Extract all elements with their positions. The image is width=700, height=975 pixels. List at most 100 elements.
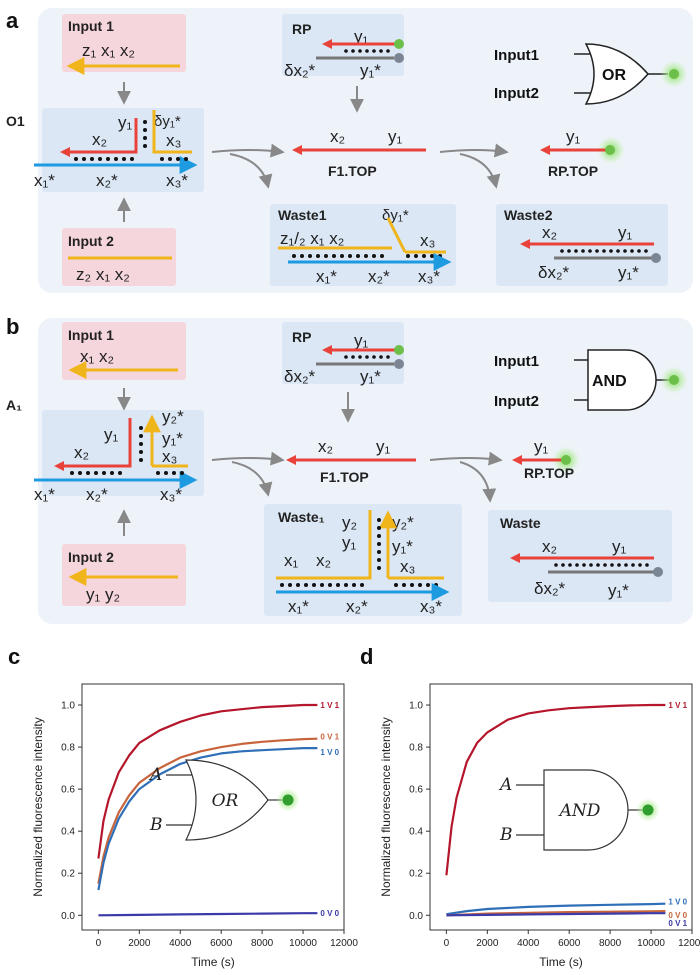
and-gate-body [587,349,657,411]
or-gate-input2: Input2 [494,85,539,102]
arrow-o1-to-waste1 [229,153,273,189]
or-gate-input1: Input1 [494,47,539,64]
y-tick-label: 0.6 [61,785,75,796]
gate-led [282,794,294,806]
y-tick-label: 0.0 [61,911,75,922]
y-tick-label: 0.2 [409,869,423,880]
f1-top-a: x₂ y₁ F1.TOP [292,127,426,179]
arrow-a1-to-f1 [211,451,285,466]
arrow-a1-to-waste1 [231,461,273,497]
waste1-b-dots [280,518,438,587]
o1-label-dy1: δy₁* [154,113,181,130]
waste-b-top-right: y₁ [612,537,627,556]
rp-b-title: RP [292,329,311,345]
f1-b-arrowhead [286,455,296,465]
waste2-title: Waste2 [504,207,553,223]
waste1-top: z₁/₂ x₁ x₂ [280,229,344,248]
f1-label-x2: x₂ [330,127,345,146]
y-tick-label: 0.8 [61,743,75,754]
waste-b-bottom-left: δx₂* [534,579,566,598]
waste1-b-title: Waste₁ [278,509,325,525]
waste-b-top-left: x₂ [542,537,557,556]
a1-red-strand [60,418,132,468]
plot-frame [81,683,345,931]
x-tick-label: 4000 [169,938,192,949]
rptop-b-name: RP.TOP [524,465,574,481]
y-tick-label: 0.6 [409,785,423,796]
input1-b-title: Input 1 [68,327,114,343]
input1-b-box-bg [62,322,186,380]
and-gate-b: Input1 Input2 AND [494,349,688,411]
input2-seq: z₂ x₁ x₂ [76,265,130,284]
f1-b-label-y1: y₁ [376,437,391,456]
input2-box-b: Input 2 y₁ y₂ [62,544,186,606]
o1-bottom-x3s: x₃* [166,171,188,190]
input2-box-a: Input 2 z₂ x₁ x₂ [62,228,176,286]
input1-box-a: Input 1 z₁ x₁ x₂ [62,14,186,75]
x-tick-label: 6000 [210,938,233,949]
waste1-b-y2s: y₂* [392,513,414,532]
a1-label-x2: x₂ [74,443,89,462]
waste1-b-x2: x₂ [316,551,331,570]
rp-b-box-bg [282,322,404,384]
series-line [97,746,318,891]
rp-top-label: y₁ [354,27,369,46]
panel-letter-b: b [6,314,19,339]
rptop-a: y₁ RP.TOP [540,127,625,179]
input1-seq: z₁ x₁ x₂ [82,41,135,60]
x-tick-label: 12000 [678,938,700,949]
panel-letter-a: a [6,8,19,33]
waste1-b-y1: y₁ [342,533,357,552]
input1-title: Input 1 [68,18,114,34]
series-label: 1 V 0 [668,898,687,907]
o1-complex: O1 x₂ y₁ δy₁* x₃ x₁* x₂* x₃* [6,108,204,192]
series-label: 0 V 1 [668,919,687,928]
rp-box-a: RP y₁ δx₂* y₁* [282,14,404,80]
rp-b-bottom-left: δx₂* [284,367,316,386]
o1-bottom-x2s: x₂* [96,171,118,190]
waste1-b-yellow-input [276,510,372,580]
y-tick-label: 1.0 [61,701,75,712]
a1-bottom-x1s: x₁* [34,485,55,504]
rptop-b: y₁ RP.TOP [512,437,580,481]
and-gate-label: AND [592,373,627,390]
y-tick-label: 0.0 [409,911,423,922]
arrow-f1b-to-waste [459,461,497,503]
waste1-b-bottom-x1s: x₁* [288,597,309,616]
a1-label-x3: x₃ [162,447,177,466]
chart-d: d 0.0 0.2 0.4 0.6 0.8 1.0 0 2000 4000 6000 8000 100… [360,644,700,969]
plot-frame [429,683,693,931]
waste-b-bottom-right: y₁* [608,581,629,600]
y-tick-label: 0.4 [61,827,75,838]
arrow-f1-to-rptop [439,143,509,158]
waste1-bottom-x1s: x₁* [316,267,337,286]
rp-red-arrowhead [322,39,332,49]
a1-label-y1: y₁ [104,425,119,444]
series-label: 0 V 0 [320,909,339,918]
input2-b-box-bg [62,544,186,606]
o1-red-arrowhead [60,147,70,157]
series-line [446,910,666,917]
gate-label: OR [212,791,239,811]
arrow-f1b-to-rptop [429,451,503,466]
waste1-b-box-bg [264,504,462,616]
waste2-red-arrowhead [520,239,530,249]
rptop-arrowhead [540,145,550,155]
waste1-bottom-x2s: x₂* [368,267,390,286]
waste-b-quencher [653,567,663,577]
waste1-a: Waste1 δy₁* x₃ z₁/₂ x₁ x₂ x₁* x₂* x₃* [270,204,456,286]
rp-b-bottom-right: y₁* [360,367,381,386]
rp-b-fluorophore [394,345,404,355]
rptop-b-fluorophore [561,455,571,465]
f1-name: F1.TOP [328,163,377,179]
or-gate-led [669,69,679,79]
waste2-a: Waste2 x₂ y₁ δx₂* y₁* [496,204,668,286]
waste1-b-bottom-x2s: x₂* [346,597,368,616]
panel-b: b Input 1 x₁ x₂ A₁ x₂ y₁ y₂* y₁* x₃ [6,314,693,624]
rp-fluorophore [394,39,404,49]
gate-input-b: B [149,815,163,835]
a1-bottom-x3s: x₃* [160,485,182,504]
waste1-b-x3: x₃ [400,557,415,576]
and-gate-led [669,375,679,385]
series-line [446,912,666,917]
